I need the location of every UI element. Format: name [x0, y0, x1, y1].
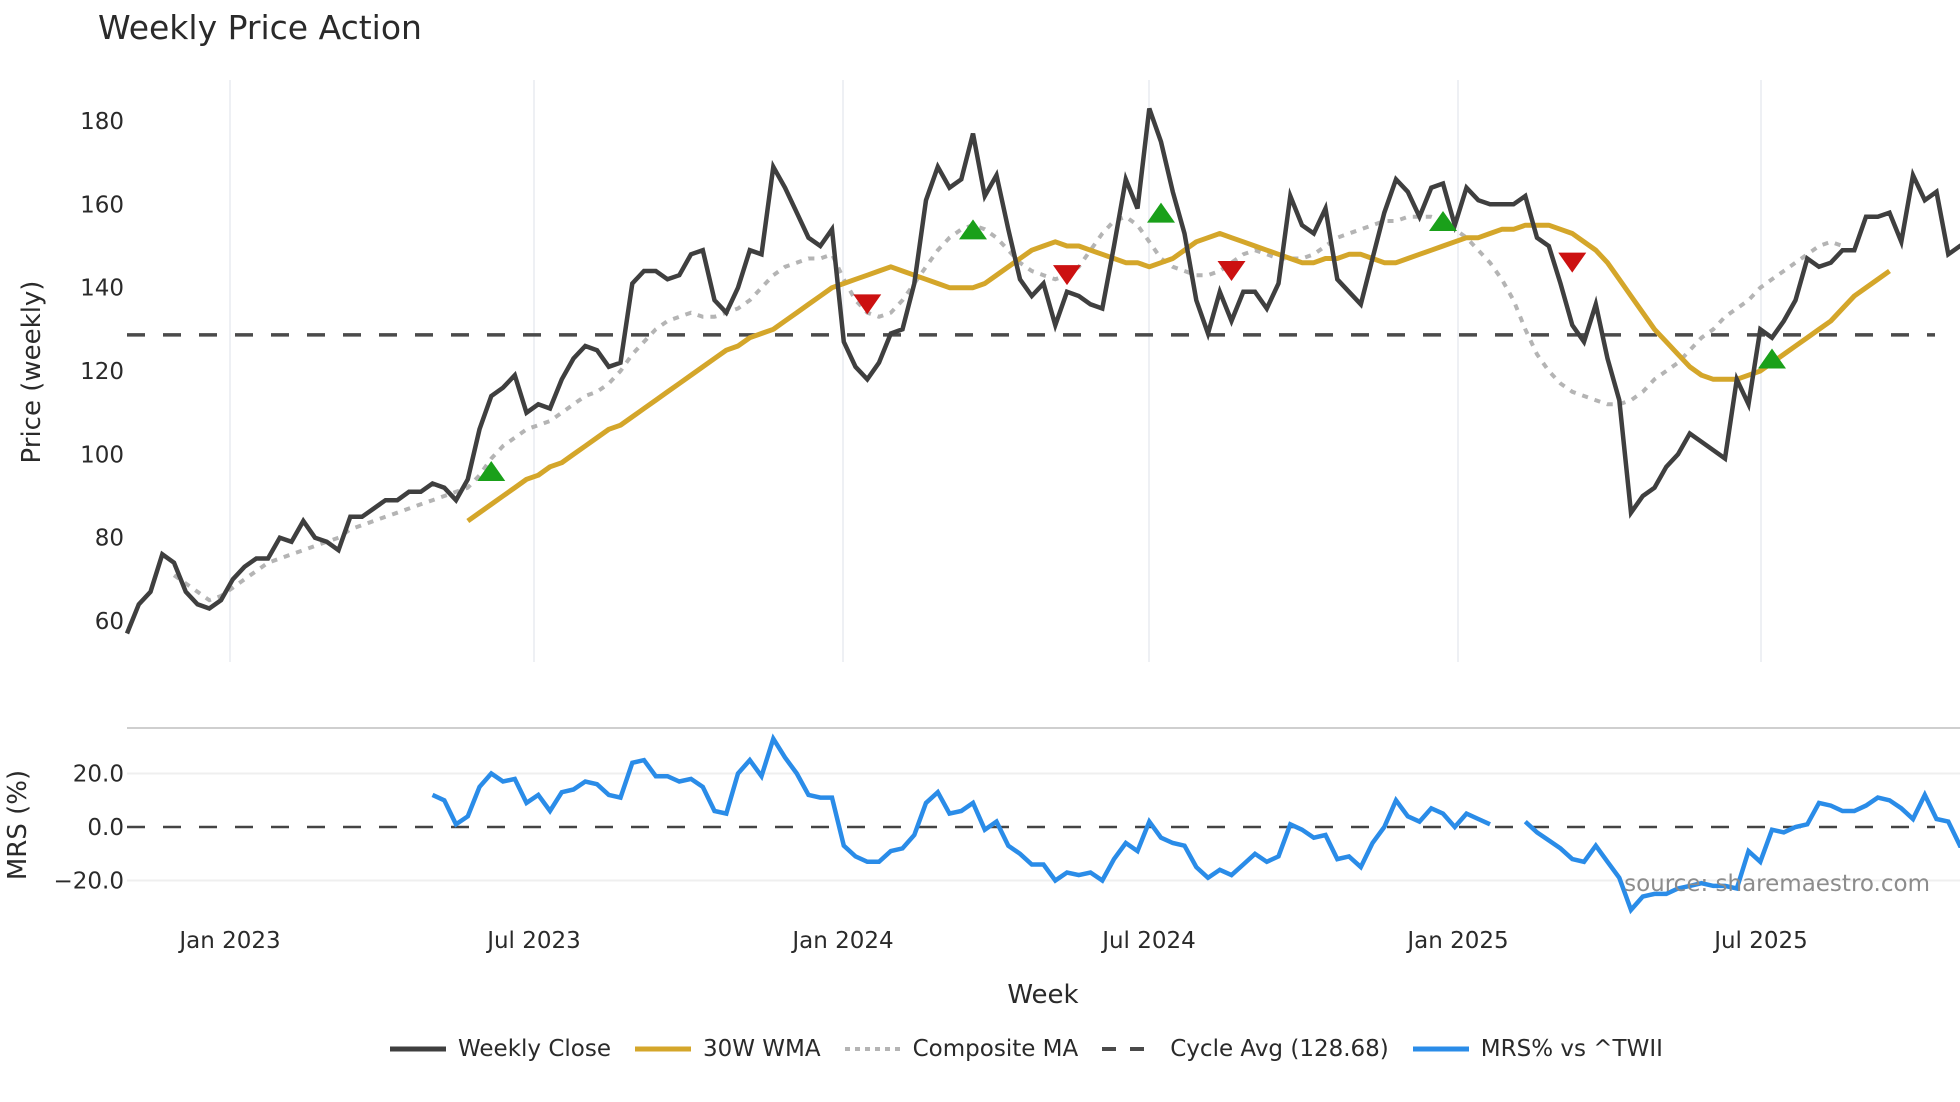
mrs-y-axis: 20.0 0.0 −20.0 — [54, 762, 124, 895]
x-axis: Jan 2023 Jul 2023 Jan 2024 Jul 2024 Jan 2025… — [177, 928, 1807, 954]
x-tick: Jul 2025 — [1712, 928, 1808, 954]
legend-label: 30W WMA — [702, 1036, 821, 1062]
legend-swatch-icon — [1102, 1047, 1159, 1051]
price-series — [124, 107, 1960, 635]
buy-signal-icon — [1147, 202, 1175, 223]
legend-swatch-icon — [844, 1047, 901, 1051]
x-tick: Jul 2023 — [485, 928, 581, 954]
buy-signal-icon — [1429, 211, 1457, 231]
price-y-tick: 120 — [80, 359, 124, 385]
mrs-y-axis-title: MRS (%) — [3, 770, 33, 880]
gridlines — [127, 80, 1960, 882]
legend-swatch-icon — [634, 1046, 691, 1052]
mrs-line — [431, 733, 1960, 915]
legend-label: Weekly Close — [458, 1036, 611, 1062]
wma-30w-line — [466, 222, 1891, 524]
weekly-close-line — [124, 107, 1960, 635]
legend-swatch-icon — [390, 1046, 446, 1052]
x-tick: Jul 2024 — [1100, 928, 1196, 954]
mrs-series — [127, 733, 1960, 915]
legend-item[interactable]: MRS% vs ^TWII — [1411, 1036, 1663, 1062]
legend-item[interactable]: Weekly Close — [388, 1036, 611, 1062]
mrs-y-tick: 0.0 — [87, 815, 124, 841]
sell-signal-icon — [1558, 252, 1587, 273]
sell-signal-icon — [1053, 265, 1081, 286]
legend-item[interactable]: Cycle Avg (128.68) — [1100, 1036, 1389, 1062]
price-y-tick: 140 — [80, 276, 124, 302]
price-y-tick: 160 — [80, 192, 124, 218]
price-y-tick: 100 — [80, 442, 124, 468]
legend-label: MRS% vs ^TWII — [1480, 1036, 1663, 1062]
mrs-y-tick: 20.0 — [73, 762, 124, 788]
buy-signal-icon — [477, 461, 506, 481]
signal-markers — [477, 202, 1786, 481]
legend-swatch-icon — [1412, 1046, 1469, 1052]
legend: Weekly Close 30W WMA Composite MA Cycle Avg… — [388, 1036, 1685, 1062]
mrs-y-tick: −20.0 — [54, 869, 124, 895]
buy-signal-icon — [1758, 348, 1786, 369]
legend-label: Cycle Avg (128.68) — [1170, 1036, 1389, 1062]
source-note: source: sharemaestro.com — [1624, 871, 1930, 897]
legend-label: Composite MA — [912, 1036, 1079, 1062]
price-y-tick: 60 — [95, 609, 124, 635]
x-tick: Jan 2024 — [790, 928, 893, 954]
legend-item[interactable]: Composite MA — [843, 1036, 1079, 1062]
legend-item[interactable]: 30W WMA — [633, 1036, 821, 1062]
chart-title: Weekly Price Action — [98, 8, 422, 47]
price-y-axis: 60 80 100 120 140 160 180 — [80, 109, 124, 635]
price-y-axis-title: Price (weekly) — [17, 281, 47, 464]
sell-signal-icon — [853, 294, 882, 315]
price-y-tick: 180 — [80, 109, 124, 135]
sell-signal-icon — [1217, 261, 1246, 281]
x-tick: Jan 2025 — [1405, 928, 1508, 954]
composite-ma-line — [172, 214, 1844, 603]
buy-signal-icon — [959, 219, 987, 240]
x-axis-title: Week — [1007, 980, 1078, 1010]
price-y-tick: 80 — [95, 526, 124, 552]
x-tick: Jan 2023 — [177, 928, 280, 954]
